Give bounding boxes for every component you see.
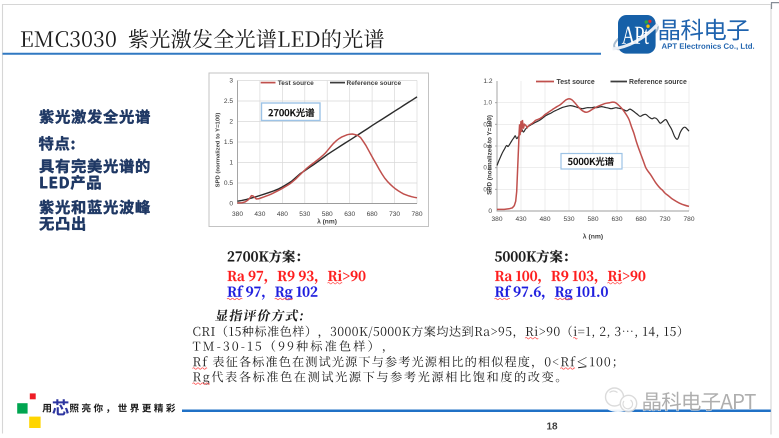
svg-text:SPD (normalized to Y=100): SPD (normalized to Y=100) (216, 113, 222, 188)
svg-text:Test source: Test source (278, 80, 314, 87)
svg-text:SPD (normalized to Y=100): SPD (normalized to Y=100) (487, 115, 494, 195)
svg-text:1.0: 1.0 (483, 100, 492, 107)
svg-text:0.8: 0.8 (483, 121, 492, 128)
svg-text:680: 680 (367, 211, 378, 218)
svg-text:680: 680 (635, 216, 646, 223)
svg-text:580: 580 (587, 216, 598, 223)
svg-text:480: 480 (539, 216, 550, 223)
svg-text:780: 780 (683, 216, 694, 223)
svg-text:630: 630 (611, 216, 622, 223)
svg-text:380: 380 (491, 216, 502, 223)
svg-text:λ (nm): λ (nm) (317, 218, 337, 226)
svg-text:380: 380 (232, 211, 243, 218)
svg-text:1: 1 (229, 160, 233, 167)
svg-text:780: 780 (411, 211, 422, 218)
svg-text:1.2: 1.2 (483, 78, 492, 85)
svg-text:0: 0 (488, 208, 492, 215)
svg-text:0.4: 0.4 (483, 165, 492, 172)
svg-text:1.5: 1.5 (224, 139, 233, 146)
svg-text:Test source: Test source (557, 79, 595, 86)
svg-text:0.2: 0.2 (483, 186, 492, 193)
svg-text:730: 730 (389, 211, 400, 218)
svg-text:Reference source: Reference source (629, 79, 687, 86)
svg-text:0: 0 (229, 201, 233, 208)
svg-text:430: 430 (515, 216, 526, 223)
svg-text:0.5: 0.5 (224, 180, 233, 187)
svg-text:2: 2 (229, 119, 233, 126)
svg-text:630: 630 (344, 211, 355, 218)
svg-text:430: 430 (254, 211, 265, 218)
svg-text:730: 730 (659, 216, 670, 223)
svg-text:530: 530 (563, 216, 574, 223)
svg-text:580: 580 (322, 211, 333, 218)
svg-text:530: 530 (299, 211, 310, 218)
svg-text:2.5: 2.5 (224, 98, 233, 105)
svg-text:0.6: 0.6 (483, 143, 492, 150)
svg-text:3: 3 (229, 78, 233, 85)
svg-text:18: 18 (547, 422, 559, 433)
svg-text:480: 480 (277, 211, 288, 218)
svg-text:λ (nm): λ (nm) (583, 232, 603, 240)
svg-text:Reference source: Reference source (347, 80, 402, 87)
